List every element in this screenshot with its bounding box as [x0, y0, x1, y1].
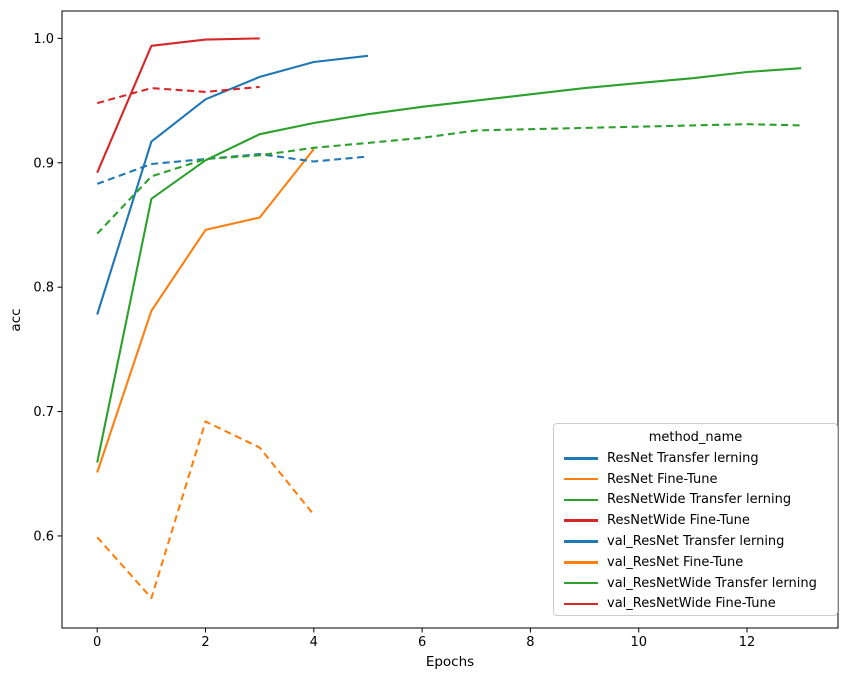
legend-item: val_ResNetWide Fine-Tune	[554, 594, 837, 615]
axes: 0 2 4 6 8 10 12 0.6 0.7 0.8 0.9 1.0	[33, 10, 839, 650]
y-tick-label: 0.7	[33, 405, 54, 420]
x-tick-label: 4	[310, 635, 318, 650]
legend-swatch	[564, 581, 598, 585]
legend: method_name ResNet Transfer lerning ResNe…	[553, 423, 838, 616]
x-tick-label: 0	[93, 635, 101, 650]
x-axis-label: Epochs	[426, 654, 474, 670]
y-axis-label: acc	[8, 308, 24, 331]
legend-swatch	[564, 561, 598, 564]
legend-item-label: val_ResNet Transfer lerning	[607, 534, 785, 550]
legend-items: ResNet Transfer lerning ResNet Fine-Tune R…	[554, 448, 837, 614]
series-line-7	[96, 85, 260, 105]
legend-item-label: val_ResNetWide Transfer lerning	[607, 575, 817, 591]
legend-swatch	[564, 519, 598, 523]
legend-item: ResNet Fine-Tune	[554, 469, 837, 490]
series-line-5	[96, 420, 315, 600]
x-tick-label: 10	[630, 635, 647, 650]
legend-item: val_ResNet Fine-Tune	[554, 552, 837, 573]
legend-item: val_ResNetWide Transfer lerning	[554, 573, 837, 594]
x-tick-label: 2	[201, 635, 209, 650]
series-line-0	[96, 54, 369, 315]
legend-swatch	[564, 498, 598, 502]
x-tick-label: 8	[526, 635, 534, 650]
legend-swatch	[564, 457, 598, 460]
series-line-4	[96, 153, 369, 185]
series-line-1	[96, 148, 315, 473]
legend-item-label: ResNet Fine-Tune	[607, 471, 718, 487]
legend-swatch	[564, 540, 598, 543]
legend-item: ResNetWide Transfer lerning	[554, 490, 837, 511]
legend-item: val_ResNet Transfer lerning	[554, 531, 837, 552]
series-line-2	[96, 67, 802, 463]
y-tick-label: 1.0	[33, 32, 54, 47]
legend-item-label: ResNetWide Transfer lerning	[607, 492, 792, 508]
y-tick-label: 0.6	[33, 529, 54, 544]
y-tick-label: 0.9	[33, 156, 54, 171]
axes-border	[61, 10, 839, 629]
legend-item: ResNet Transfer lerning	[554, 448, 837, 469]
legend-swatch	[564, 602, 598, 606]
y-tick-label: 0.8	[33, 281, 54, 296]
legend-item-label: ResNetWide Fine-Tune	[607, 513, 750, 529]
legend-title: method_name	[648, 430, 743, 445]
legend-item-label: val_ResNetWide Fine-Tune	[607, 596, 776, 612]
x-tick-label: 6	[418, 635, 426, 650]
series-line-3	[96, 37, 260, 174]
legend-item: ResNetWide Fine-Tune	[554, 510, 837, 531]
legend-item-label: ResNet Transfer lerning	[607, 450, 759, 466]
legend-item-label: val_ResNet Fine-Tune	[607, 554, 744, 570]
series-line-6	[96, 123, 802, 235]
legend-swatch	[564, 477, 598, 481]
x-tick-label: 12	[739, 635, 756, 650]
